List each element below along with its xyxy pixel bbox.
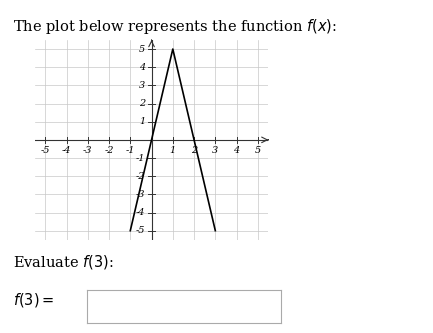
Text: $f(3) =$: $f(3) =$ — [13, 291, 54, 309]
Text: 4: 4 — [233, 146, 240, 155]
Text: -1: -1 — [136, 154, 145, 163]
Text: -4: -4 — [62, 146, 71, 155]
Text: -5: -5 — [41, 146, 50, 155]
Text: 2: 2 — [191, 146, 197, 155]
Text: -1: -1 — [126, 146, 135, 155]
Text: 5: 5 — [255, 146, 261, 155]
Text: -5: -5 — [136, 226, 145, 235]
Text: The plot below represents the function $f(x)$:: The plot below represents the function $… — [13, 17, 337, 36]
Text: 5: 5 — [139, 45, 145, 54]
Text: -3: -3 — [83, 146, 93, 155]
Text: 3: 3 — [139, 81, 145, 90]
Text: -2: -2 — [104, 146, 114, 155]
Text: 3: 3 — [212, 146, 218, 155]
Text: -3: -3 — [136, 190, 145, 199]
Text: Evaluate $f(3)$:: Evaluate $f(3)$: — [13, 253, 114, 271]
Text: 1: 1 — [139, 117, 145, 126]
Text: -2: -2 — [136, 172, 145, 181]
Text: 2: 2 — [139, 99, 145, 108]
Text: 4: 4 — [139, 63, 145, 72]
Text: 1: 1 — [170, 146, 176, 155]
Text: -4: -4 — [136, 208, 145, 217]
